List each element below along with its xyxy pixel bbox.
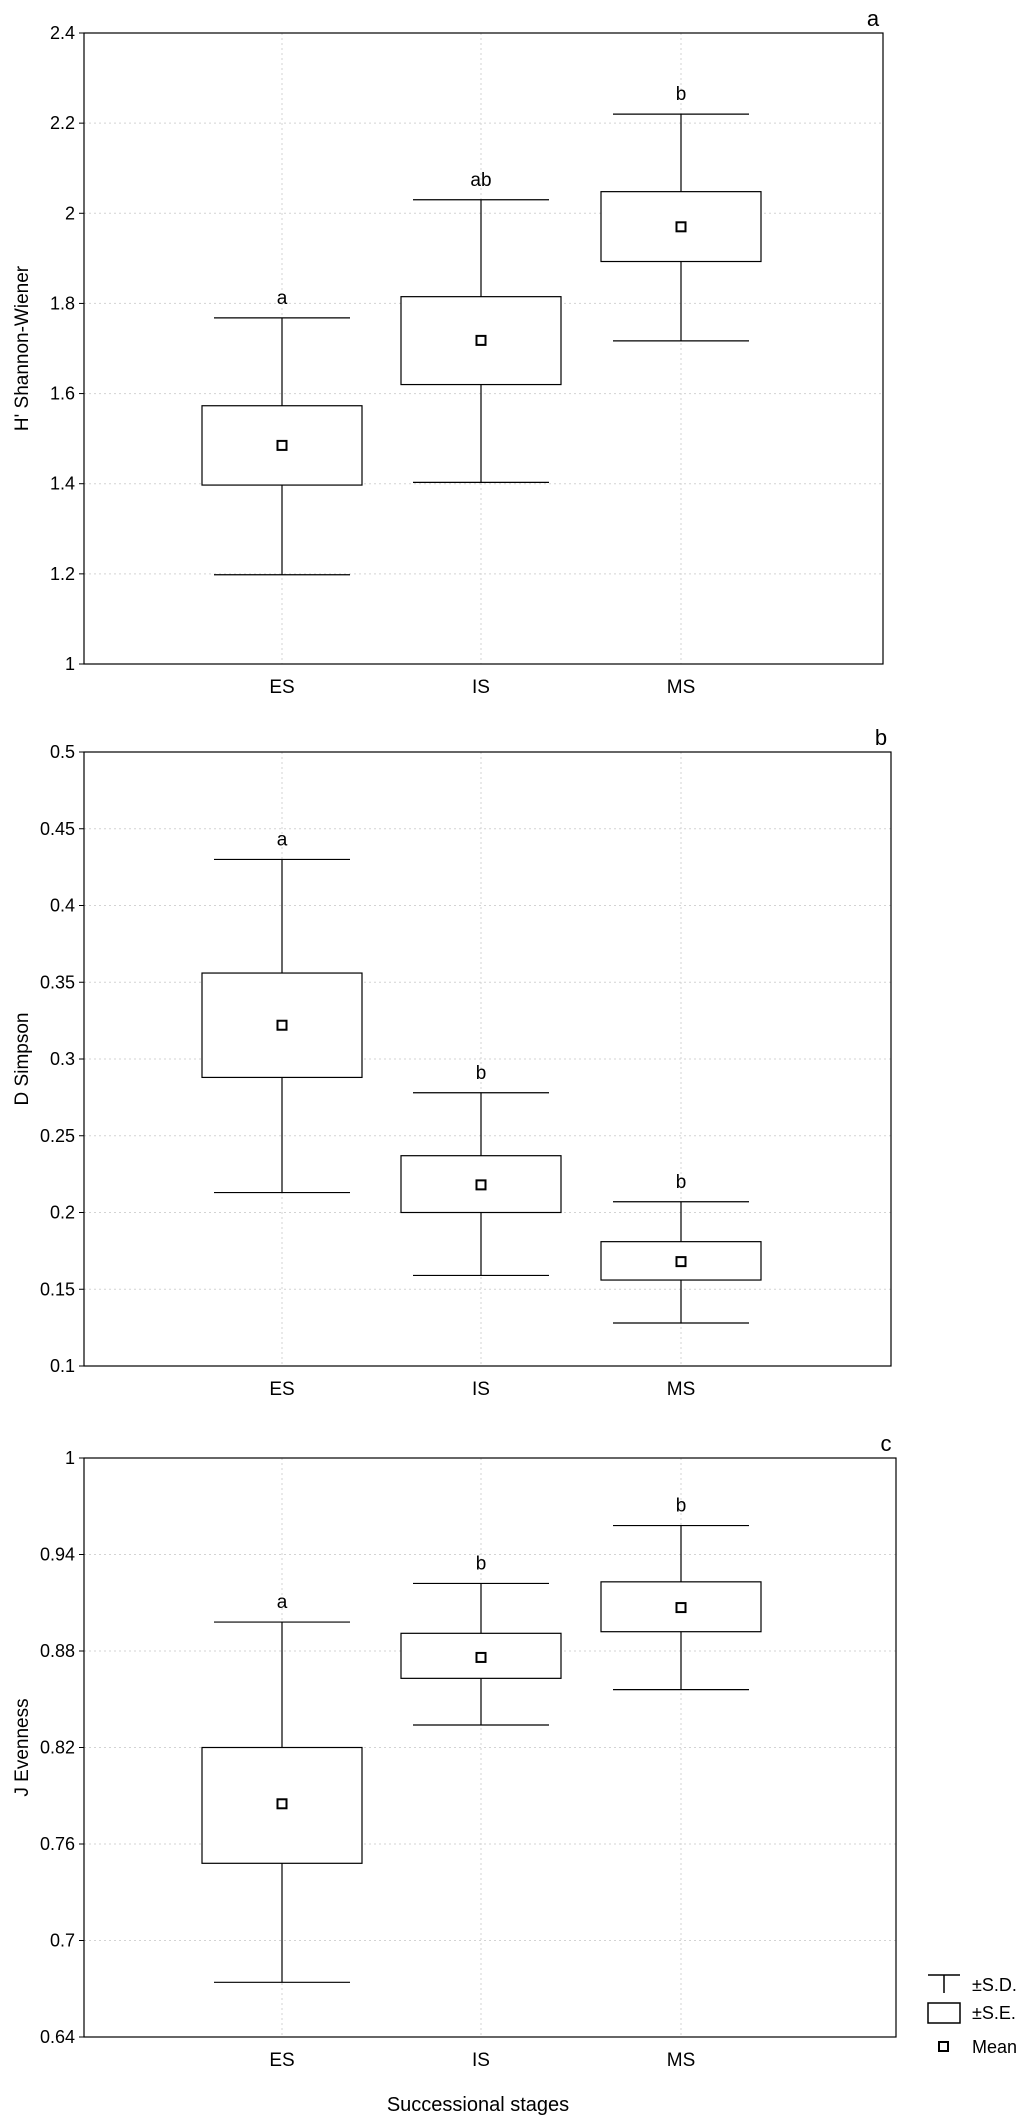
category-label: MS: [667, 1379, 696, 1400]
se-box: [201, 972, 363, 1079]
box-IS: b: [400, 1553, 562, 1726]
legend-item-se: ±S.E.: [927, 2002, 1016, 2024]
legend-item-mean: Mean: [938, 2037, 1017, 2057]
y-tick-label: 0.5: [50, 742, 75, 762]
significance-letter: ab: [470, 170, 491, 191]
y-tick-label: 1.6: [50, 384, 75, 404]
mean-marker: [475, 334, 487, 346]
mean-marker: [475, 1651, 487, 1663]
mean-marker: [675, 221, 687, 233]
y-axis-label: H' Shannon-Wiener: [12, 265, 33, 431]
significance-letter: a: [277, 1592, 288, 1613]
box-ES: a: [201, 288, 363, 576]
category-label: MS: [667, 2050, 696, 2071]
y-tick-label: 0.7: [50, 1931, 75, 1951]
mean-marker: [675, 1602, 687, 1614]
y-tick-label: 0.76: [40, 1834, 75, 1854]
box-IS: ab: [400, 170, 562, 483]
panel-a: 1 1.2 1.4 1.6 1.8 2 2.2 2.4 H' Shannon-Wiener a ES…: [12, 6, 884, 698]
panels: 1 1.2 1.4 1.6 1.8 2 2.2 2.4 H' Shannon-Wiener a ES…: [12, 6, 897, 2071]
box-ES: a: [201, 1592, 363, 1983]
y-tick-label: 1.2: [50, 564, 75, 584]
y-tick-label: 1.4: [50, 474, 75, 494]
legend-label-se: ±S.E.: [972, 2003, 1016, 2023]
significance-letter: b: [476, 1063, 487, 1084]
y-tick-label: 0.88: [40, 1641, 75, 1661]
panel-c: 0.64 0.7 0.76 0.82 0.88 0.94 1 J Evenness c ES IS M…: [12, 1431, 897, 2071]
y-axis-label: J Evenness: [12, 1698, 33, 1796]
y-tick-label: 0.1: [50, 1356, 75, 1376]
x-axis-label: Successional stages: [387, 2094, 569, 2116]
box-MS: b: [600, 1172, 762, 1324]
category-label: IS: [472, 1379, 490, 1400]
y-tick-label: 0.82: [40, 1738, 75, 1758]
category-label: ES: [269, 1379, 294, 1400]
legend-label-sd: ±S.D.: [972, 1975, 1017, 1995]
box-IS: b: [400, 1063, 562, 1277]
mean-marker: [475, 1179, 487, 1191]
significance-letter: b: [676, 84, 687, 105]
category-label: MS: [667, 677, 696, 698]
y-tick-label: 0.4: [50, 896, 75, 916]
y-axis-label: D Simpson: [12, 1013, 33, 1106]
y-tick-label: 1: [65, 1448, 75, 1468]
y-tick-label: 1: [65, 654, 75, 674]
y-tick-label: 0.35: [40, 972, 75, 992]
panel-letter: b: [875, 725, 887, 750]
y-tick-label: 0.64: [40, 2027, 75, 2047]
mean-marker: [276, 1798, 288, 1810]
legend-label-mean: Mean: [972, 2037, 1017, 2057]
y-tick-label: 0.25: [40, 1126, 75, 1146]
panel-letter: c: [881, 1431, 892, 1456]
mean-marker: [276, 439, 288, 451]
significance-letter: a: [277, 829, 288, 850]
legend: ±S.D. ±S.E. Mean: [927, 1974, 1017, 2057]
y-tick-label: 0.3: [50, 1049, 75, 1069]
y-tick-label: 2: [65, 203, 75, 223]
y-tick-label: 1.8: [50, 293, 75, 313]
category-label: ES: [269, 677, 294, 698]
significance-letter: b: [476, 1553, 487, 1574]
category-label: IS: [472, 2050, 490, 2071]
panel-letter: a: [867, 6, 880, 31]
box-MS: b: [600, 84, 762, 342]
significance-letter: b: [676, 1496, 687, 1517]
box-ES: a: [201, 829, 363, 1194]
mean-marker: [276, 1019, 288, 1031]
significance-letter: b: [676, 1172, 687, 1193]
y-tick-label: 2.4: [50, 23, 75, 43]
y-tick-label: 0.2: [50, 1203, 75, 1223]
y-tick-label: 0.94: [40, 1545, 75, 1565]
y-tick-label: 2.2: [50, 113, 75, 133]
y-tick-label: 0.15: [40, 1279, 75, 1299]
legend-item-sd: ±S.D.: [928, 1974, 1017, 1995]
mean-marker: [675, 1256, 687, 1268]
y-tick-label: 0.45: [40, 819, 75, 839]
category-label: IS: [472, 677, 490, 698]
panel-b: 0.1 0.15 0.2 0.25 0.3 0.35 0.4 0.45 0.5 D Simpson…: [12, 725, 892, 1400]
category-label: ES: [269, 2050, 294, 2071]
significance-letter: a: [277, 288, 288, 309]
box-MS: b: [600, 1496, 762, 1691]
plot-frame: [83, 32, 884, 665]
